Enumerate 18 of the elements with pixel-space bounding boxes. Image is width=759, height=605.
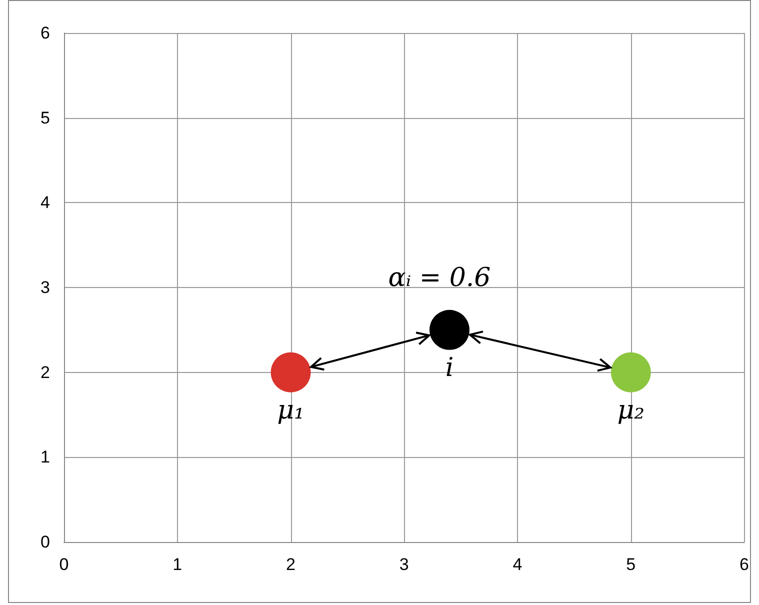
annotation: i	[445, 352, 454, 383]
x-tick-label: 3	[399, 555, 409, 574]
x-tick-label: 0	[59, 555, 69, 574]
y-tick-label: 4	[40, 193, 50, 212]
x-tick-label: 6	[740, 555, 750, 574]
annotation: μ₂	[617, 395, 645, 426]
annotation: μ₁	[277, 395, 304, 426]
x-tick-label: 2	[286, 555, 296, 574]
y-tick-label: 6	[40, 24, 50, 42]
y-tick-label: 0	[40, 532, 50, 552]
y-tick-label: 2	[40, 362, 50, 382]
y-tick-label: 1	[40, 448, 50, 467]
x-tick-label: 4	[512, 555, 522, 574]
x-tick-label: 5	[626, 555, 636, 574]
x-tick-label: 1	[172, 555, 182, 574]
y-tick-label: 5	[40, 108, 50, 128]
y-tick-label: 3	[40, 278, 50, 297]
annotation: αᵢ = 0.6	[388, 262, 491, 293]
